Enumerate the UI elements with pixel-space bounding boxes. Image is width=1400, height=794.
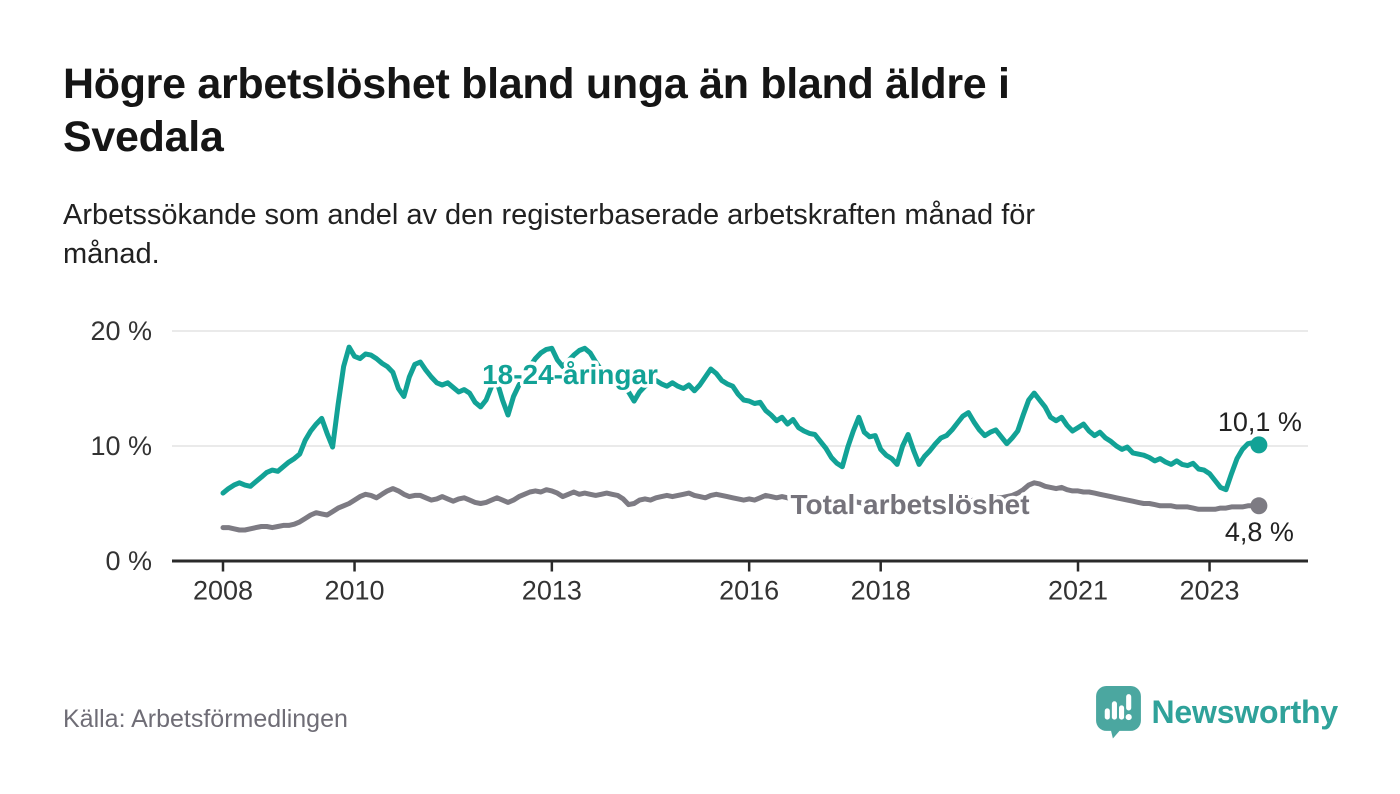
source-note: Källa: Arbetsförmedlingen [63, 705, 348, 733]
y-tick-label-0: 0 % [105, 546, 152, 576]
newsworthy-logo: Newsworthy [1095, 686, 1339, 739]
x-tick-label-2013: 2013 [522, 576, 582, 606]
youth-series-line [220, 344, 1262, 496]
title-line-2: Svedala [63, 113, 224, 161]
newsworthy-wordmark: Newsworthy [1151, 694, 1339, 730]
x-tick-label-2010: 2010 [325, 576, 385, 606]
x-tick-label-2021: 2021 [1048, 576, 1108, 606]
page-title: Högre arbetslöshet bland unga än bland ä… [63, 58, 1010, 164]
chart-subtitle: Arbetssökande som andel av den registerb… [63, 196, 1035, 274]
x-tick-label-2008: 2008 [193, 576, 253, 606]
x-tick-label-2016: 2016 [719, 576, 779, 606]
y-tick-label-10: 10 % [90, 431, 152, 461]
title-line-1: Högre arbetslöshet bland unga än bland ä… [63, 60, 1010, 108]
y-tick-label-20: 20 % [90, 316, 152, 346]
subtitle-line-2: månad. [63, 238, 160, 270]
x-tick-label-2023: 2023 [1180, 576, 1240, 606]
subtitle-line-1: Arbetssökande som andel av den registerb… [63, 199, 1036, 231]
x-tick-label-2018: 2018 [851, 576, 911, 606]
total-series-line [220, 480, 1262, 533]
youth-end-dot [1250, 436, 1268, 454]
total-series-label: Total arbetslöshet [790, 489, 1029, 520]
youth-series-label: 18-24-åringar [482, 359, 658, 390]
newsworthy-bubble-chart-icon [1095, 686, 1141, 739]
total-end-value-label: 4,8 % [1225, 517, 1294, 547]
youth-end-value-label: 10,1 % [1218, 407, 1302, 437]
total-end-dot [1250, 497, 1268, 515]
